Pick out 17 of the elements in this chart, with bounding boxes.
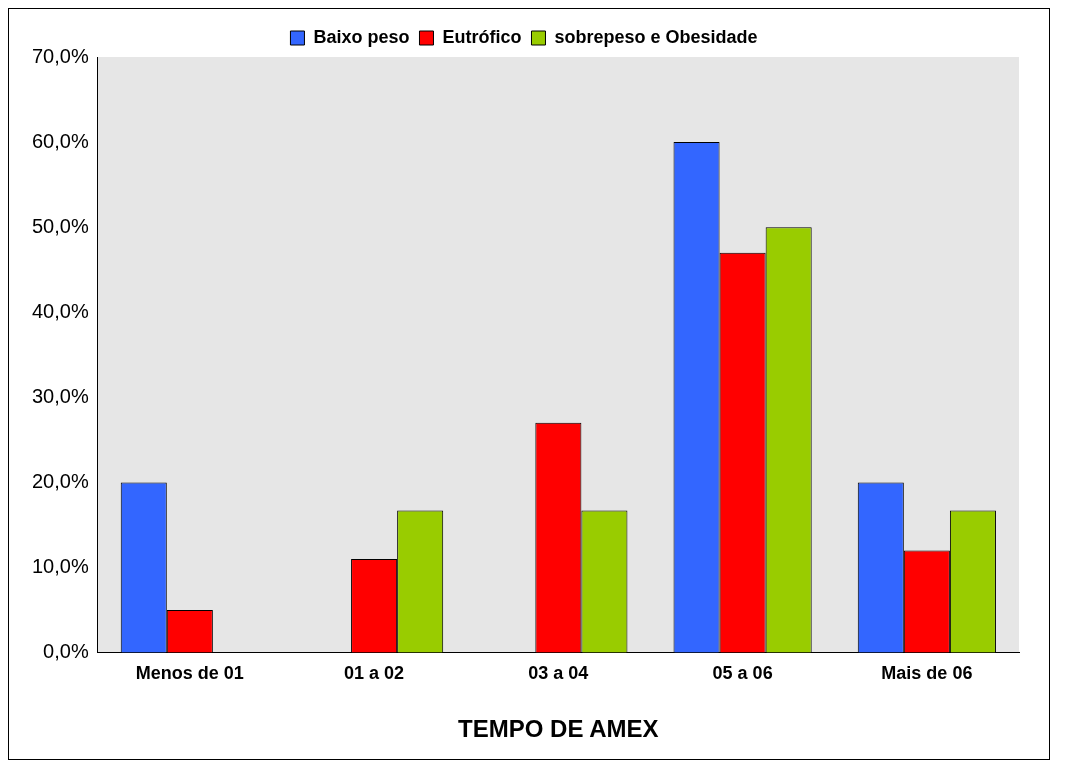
y-tick-label: 0,0% bbox=[43, 640, 89, 663]
y-tick-label: 70,0% bbox=[31, 44, 89, 67]
y-tick-label: 10,0% bbox=[31, 555, 89, 578]
x-tick-label: Menos de 01 bbox=[135, 663, 244, 684]
y-tick-label: 60,0% bbox=[31, 129, 89, 152]
x-tick-label: 03 a 04 bbox=[528, 663, 589, 684]
x-tick-label: Mais de 06 bbox=[881, 663, 973, 684]
x-tick-label: 01 a 02 bbox=[344, 663, 405, 684]
y-tick-label: 20,0% bbox=[31, 469, 89, 492]
y-tick-label: 50,0% bbox=[31, 214, 89, 237]
legend-label: Baixo peso bbox=[313, 26, 410, 47]
legend-label: sobrepeso e Obesidade bbox=[554, 26, 758, 47]
x-axis-title: TEMPO DE AMEX bbox=[458, 715, 659, 743]
y-tick-label: 30,0% bbox=[31, 384, 89, 407]
legend-label: Eutrófico bbox=[442, 26, 522, 47]
y-tick-label: 40,0% bbox=[31, 299, 89, 322]
x-tick-label: 05 a 06 bbox=[712, 663, 773, 684]
